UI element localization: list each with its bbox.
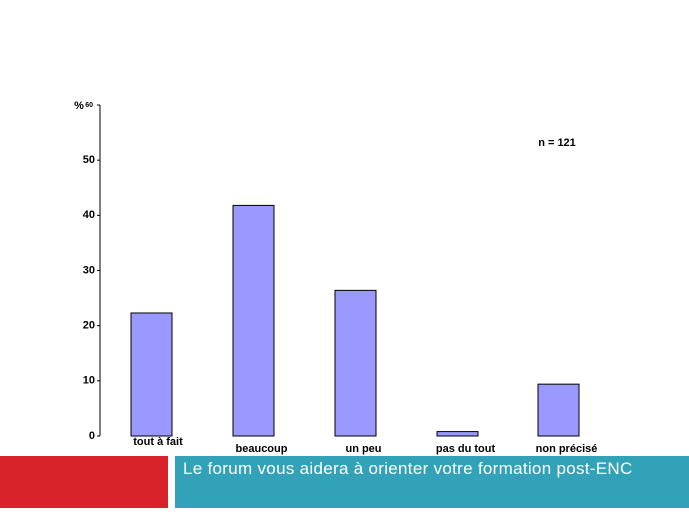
y-axis-label: % — [74, 100, 84, 112]
y-tick-label: 0 — [89, 430, 95, 442]
x-tick-label: non précisé — [536, 443, 598, 455]
chart: % n = 121 0 10 20 30 40 50 60 tout à fait beauco… — [74, 100, 598, 455]
y-tick-label: 30 — [83, 264, 95, 276]
y-tick-label: 40 — [83, 209, 95, 221]
caption-bar — [175, 456, 689, 508]
x-tick-label: un peu — [345, 443, 381, 455]
bar — [232, 204, 275, 437]
x-tick-label: beaucoup — [236, 443, 288, 455]
accent-bar — [0, 456, 168, 508]
bar — [537, 383, 580, 437]
y-tick-label: 10 — [83, 375, 95, 387]
y-tick-label: 50 — [83, 154, 95, 166]
x-tick-label: pas du tout — [436, 443, 496, 455]
annotation: n = 121 — [538, 137, 576, 149]
y-tick-label: 20 — [83, 320, 95, 332]
bar — [436, 431, 479, 437]
bar — [334, 289, 377, 437]
caption: Le forum vous aidera à orienter votre fo… — [183, 459, 633, 478]
y-tick-label: 60 — [85, 102, 93, 109]
bar — [130, 312, 173, 437]
x-tick-label: tout à fait — [133, 436, 183, 448]
